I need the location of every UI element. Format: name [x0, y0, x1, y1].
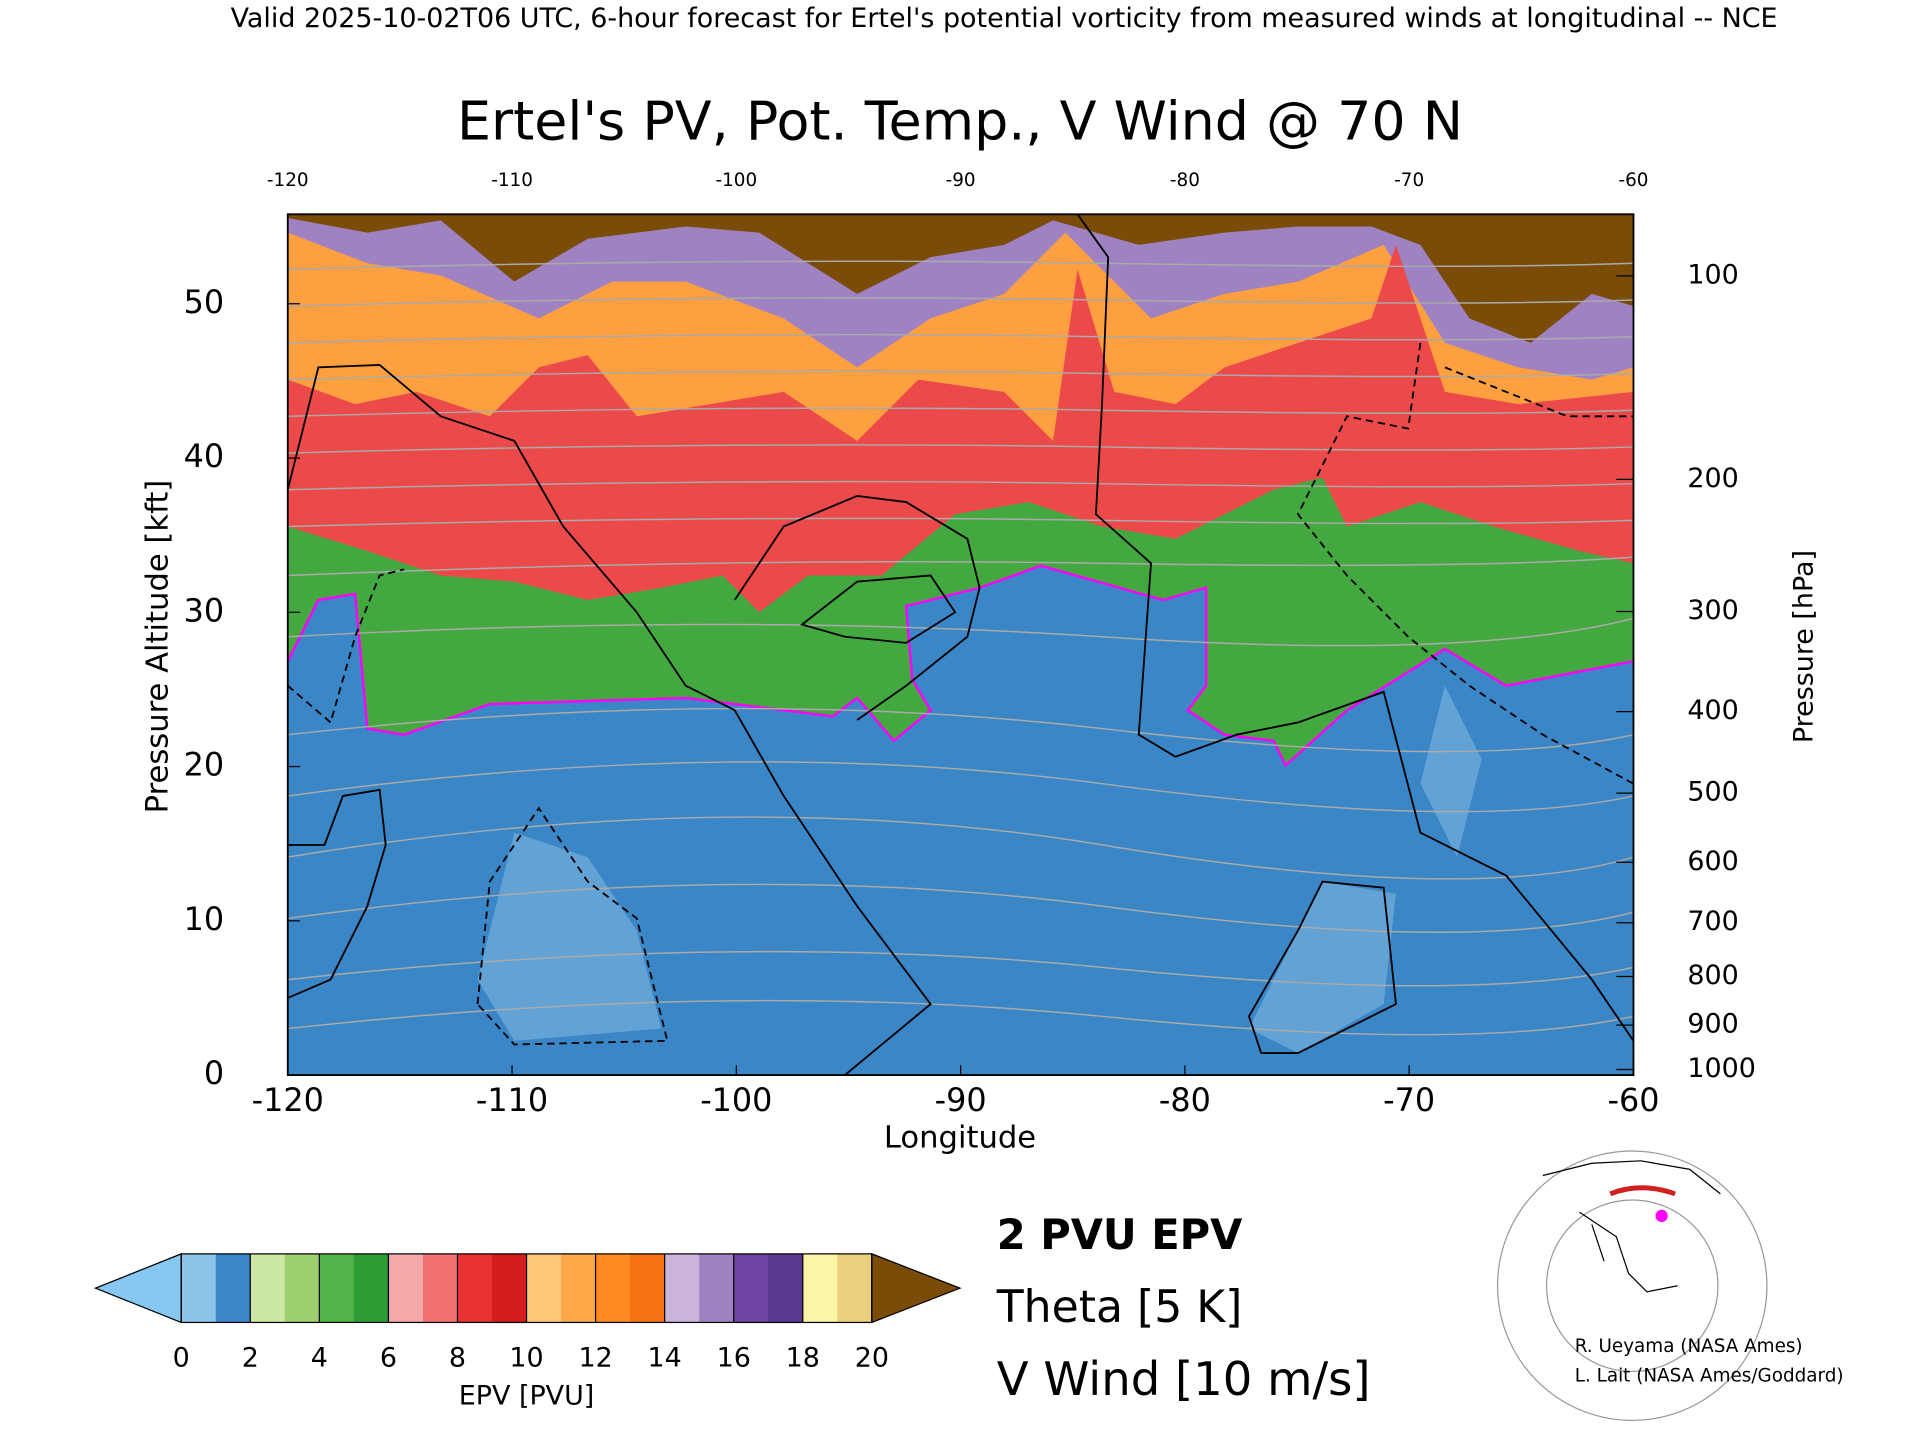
top-x-tick-label: -110 [491, 170, 533, 191]
colorbar-tick-label: 4 [311, 1343, 328, 1374]
y2-tick-label: 100 [1687, 259, 1738, 290]
wind-contours [287, 214, 1634, 1076]
colorbar-swatch [733, 1253, 769, 1323]
colorbar-tick-label: 0 [173, 1343, 190, 1374]
y2-tick-label: 800 [1687, 960, 1738, 991]
colorbar-tick-label: 18 [786, 1343, 820, 1374]
colorbar-swatch [319, 1253, 355, 1323]
y2-tick-label: 500 [1687, 777, 1738, 808]
y-tick-label: 40 [184, 437, 225, 475]
y2-axis-label: Pressure [hPa] [1788, 550, 1819, 743]
colorbar-swatch [664, 1253, 700, 1323]
colorbar-swatch [353, 1253, 390, 1323]
y2-tick-label: 700 [1687, 906, 1738, 937]
legend-entry: V Wind [10 m/s] [997, 1352, 1371, 1406]
colorbar-swatch [492, 1253, 528, 1323]
x-tick-label: -60 [1607, 1081, 1659, 1119]
dynamic: -120 -120 -110 -110 -100 -100 -90 -90 -80 -80 -70 -… [93, 170, 1844, 1412]
legend-entry: 2 PVU EPV [997, 1210, 1243, 1259]
y2-tick-label: 1000 [1687, 1053, 1756, 1084]
colorbar-tick-label: 2 [242, 1343, 259, 1374]
colorbar-under [93, 1252, 182, 1324]
top-x-tick-label: -80 [1170, 170, 1200, 191]
colorbar-swatch [526, 1253, 562, 1323]
colorbar-swatch [768, 1253, 804, 1323]
y-tick-label: 30 [184, 591, 225, 629]
chart-title: Ertel's PV, Pot. Temp., V Wind @ 70 N [457, 90, 1463, 153]
x-tick-label: -110 [476, 1081, 548, 1119]
colorbar-swatch [699, 1253, 735, 1323]
top-x-tick-label: -70 [1394, 170, 1424, 191]
colorbar-label: EPV [PVU] [459, 1381, 595, 1412]
colorbar-swatch [250, 1253, 286, 1323]
colorbar-swatch [630, 1253, 666, 1323]
colorbar-over [871, 1252, 962, 1324]
y-tick-label: 0 [204, 1054, 224, 1092]
colorbar-swatch [561, 1253, 597, 1323]
colorbar-tick-label: 10 [509, 1343, 543, 1374]
map-inset [1496, 1150, 1768, 1422]
top-x-tick-label: -120 [267, 170, 309, 191]
colorbar-tick-label: 14 [648, 1343, 682, 1374]
colorbar-tick-label: 6 [380, 1343, 397, 1374]
y-tick-label: 50 [184, 283, 225, 321]
y-tick-label: 20 [184, 746, 225, 784]
colorbar-swatch [837, 1253, 873, 1323]
field-layer [477, 685, 1482, 1054]
x-tick-label: -80 [1159, 1081, 1211, 1119]
legend-entry: Theta [5 K] [996, 1282, 1243, 1333]
colorbar-swatch [457, 1253, 493, 1323]
y2-tick-label: 600 [1687, 846, 1738, 877]
colorbar-swatch [284, 1253, 320, 1323]
y-axis-label: Pressure Altitude [kft] [141, 480, 176, 814]
top-x-tick-label: -60 [1618, 170, 1648, 191]
y2-tick-label: 300 [1687, 595, 1738, 626]
colorbar-swatch [595, 1253, 631, 1323]
top-x-tick-label: -90 [946, 170, 976, 191]
colorbar-swatch [215, 1253, 251, 1323]
x-tick-label: -100 [700, 1081, 772, 1119]
colorbar-swatch [388, 1253, 424, 1323]
header: Valid 2025-10-02T06 UTC, 6-hour forecast… [231, 3, 1778, 34]
y-tick-label: 10 [184, 900, 225, 938]
credit: L. Lait (NASA Ames/Goddard) [1575, 1365, 1844, 1386]
x-tick-label: -90 [935, 1081, 987, 1119]
pv-contour [287, 564, 1634, 768]
x-tick-label: -70 [1383, 1081, 1435, 1119]
top-x-tick-label: -100 [715, 170, 757, 191]
y2-tick-label: 400 [1687, 695, 1738, 726]
colorbar-swatch [181, 1253, 217, 1323]
credit: R. Ueyama (NASA Ames) [1575, 1336, 1803, 1357]
y2-tick-label: 200 [1687, 463, 1738, 494]
colorbar-swatch [422, 1253, 459, 1323]
colorbar-tick-label: 12 [578, 1343, 612, 1374]
x-tick-label: -120 [252, 1081, 324, 1119]
x-axis-label: Longitude [884, 1120, 1036, 1155]
colorbar-tick-label: 20 [855, 1343, 889, 1374]
theta-contours [287, 260, 1634, 1036]
field [287, 214, 1634, 1076]
colorbar-swatch [802, 1253, 838, 1323]
colorbar-tick-label: 8 [449, 1343, 466, 1374]
y2-tick-label: 900 [1687, 1009, 1738, 1040]
colorbar-tick-label: 16 [717, 1343, 751, 1374]
